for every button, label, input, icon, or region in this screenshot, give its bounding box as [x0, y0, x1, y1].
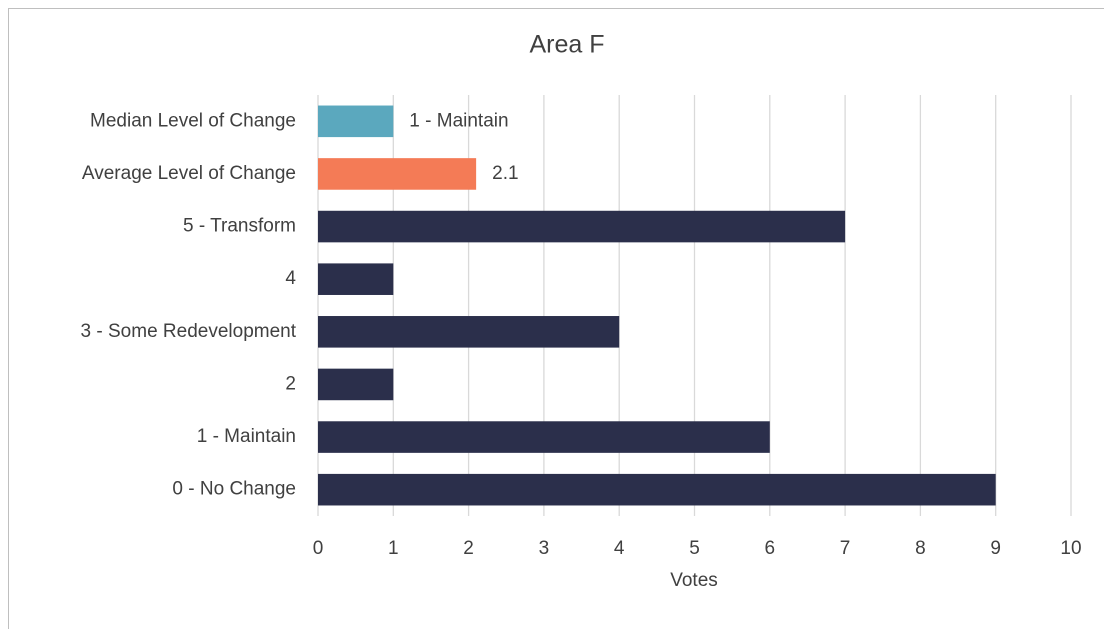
x-tick-label: 9 — [990, 538, 1001, 559]
y-tick-label: 0 - No Change — [172, 479, 296, 500]
x-tick-label: 2 — [463, 538, 474, 559]
x-tick-label: 6 — [765, 538, 776, 559]
y-tick-label: Average Level of Change — [82, 163, 296, 184]
x-axis-label: Votes — [670, 570, 718, 591]
y-tick-label: 2 — [285, 373, 296, 394]
bar — [318, 421, 770, 453]
chart-title: Area F — [529, 31, 604, 59]
x-tick-label: 0 — [313, 538, 324, 559]
bar — [318, 368, 394, 401]
bar — [318, 105, 394, 138]
bar — [318, 263, 394, 295]
bar — [318, 316, 620, 348]
y-tick-label: 3 - Some Redevelopment — [81, 321, 297, 342]
y-tick-label: Median Level of Change — [90, 110, 296, 131]
x-tick-label: 1 — [388, 538, 399, 559]
bar — [318, 210, 846, 243]
x-tick-label: 7 — [840, 538, 851, 559]
y-tick-label: 5 - Transform — [183, 216, 296, 237]
x-tick-label: 5 — [689, 538, 700, 559]
bar — [318, 158, 477, 190]
x-tick-label: 4 — [614, 538, 625, 559]
bar — [318, 473, 996, 506]
x-tick-label: 10 — [1060, 538, 1081, 559]
data-label: 1 - Maintain — [409, 110, 508, 131]
y-tick-label: 4 — [285, 268, 296, 289]
x-tick-label: 8 — [915, 538, 926, 559]
data-label: 2.1 — [492, 163, 518, 184]
y-tick-label: 1 - Maintain — [197, 426, 296, 447]
x-tick-label: 3 — [539, 538, 550, 559]
